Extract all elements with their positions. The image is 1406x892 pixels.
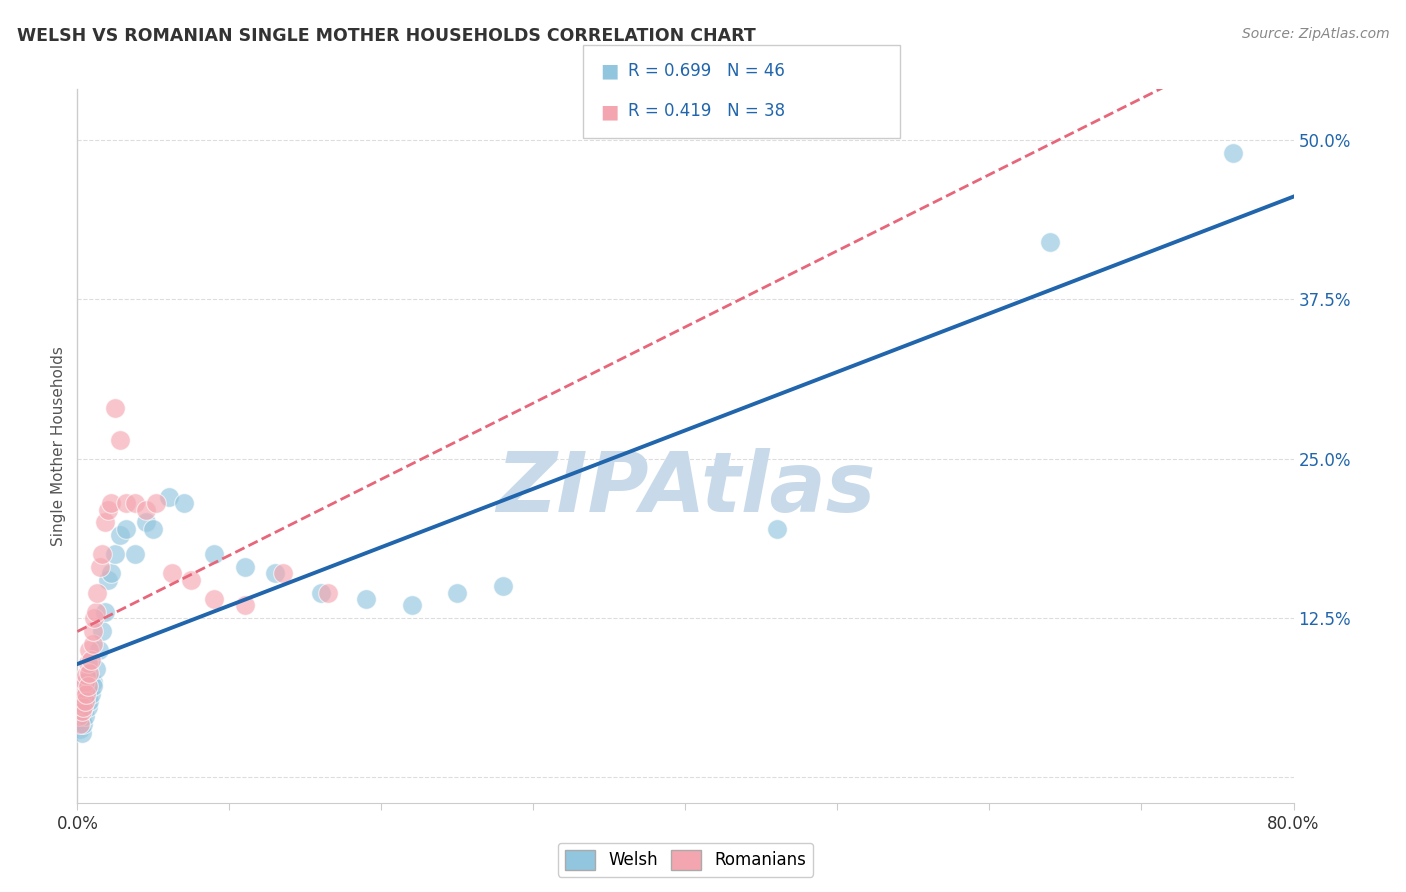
Point <box>73 709 96 723</box>
Point <box>84 605 107 619</box>
Point <box>72 681 94 695</box>
Text: Source: ZipAtlas.com: Source: ZipAtlas.com <box>1241 27 1389 41</box>
Point <box>108 528 131 542</box>
Point <box>79 694 101 708</box>
Point <box>104 401 127 415</box>
Text: R = 0.419   N = 38: R = 0.419 N = 38 <box>628 103 786 120</box>
Point <box>73 674 96 689</box>
Point <box>180 573 202 587</box>
Point <box>69 700 91 714</box>
Point <box>100 496 122 510</box>
Point <box>108 433 131 447</box>
Point <box>100 566 122 581</box>
Point <box>492 579 515 593</box>
Text: ■: ■ <box>600 102 619 121</box>
Point <box>145 496 167 510</box>
Point <box>173 496 195 510</box>
Point <box>157 490 180 504</box>
Point <box>97 573 120 587</box>
Point <box>73 694 96 708</box>
Point <box>316 585 339 599</box>
Point <box>271 566 294 581</box>
Y-axis label: Single Mother Households: Single Mother Households <box>51 346 66 546</box>
Point <box>75 668 97 682</box>
Text: WELSH VS ROMANIAN SINGLE MOTHER HOUSEHOLDS CORRELATION CHART: WELSH VS ROMANIAN SINGLE MOTHER HOUSEHOL… <box>17 27 755 45</box>
Point <box>354 591 377 606</box>
Point <box>77 683 100 698</box>
Point <box>1222 145 1244 160</box>
Point <box>309 585 332 599</box>
Point <box>86 585 108 599</box>
Point <box>70 709 93 723</box>
Legend: Welsh, Romanians: Welsh, Romanians <box>558 843 813 877</box>
Point <box>67 713 90 727</box>
Point <box>135 516 157 530</box>
Point <box>72 704 94 718</box>
Point <box>104 547 127 561</box>
Point <box>90 624 112 638</box>
Point <box>70 694 93 708</box>
Point <box>73 697 96 711</box>
Point <box>90 547 112 561</box>
Point <box>202 547 225 561</box>
Point <box>67 709 90 723</box>
Point <box>202 591 225 606</box>
Point <box>89 560 111 574</box>
Point <box>75 691 97 706</box>
Point <box>1039 235 1062 249</box>
Point <box>80 688 103 702</box>
Point <box>73 681 96 695</box>
Point <box>124 547 146 561</box>
Point <box>82 624 104 638</box>
Point <box>70 688 93 702</box>
Point <box>446 585 468 599</box>
Text: R = 0.699   N = 46: R = 0.699 N = 46 <box>628 62 786 80</box>
Point <box>72 688 94 702</box>
Text: ZIPAtlas: ZIPAtlas <box>496 449 875 529</box>
Point <box>79 643 101 657</box>
Point <box>142 522 165 536</box>
Point <box>84 662 107 676</box>
Point <box>75 688 97 702</box>
Point <box>93 516 115 530</box>
Point <box>79 665 101 680</box>
Point <box>83 611 105 625</box>
Point <box>765 522 787 536</box>
Point <box>72 716 94 731</box>
Point <box>93 605 115 619</box>
Point <box>80 653 103 667</box>
Point <box>135 502 157 516</box>
Point <box>77 700 100 714</box>
Point <box>115 522 138 536</box>
Point <box>82 636 104 650</box>
Point <box>70 704 93 718</box>
Point <box>72 700 94 714</box>
Point <box>82 674 104 689</box>
Point <box>264 566 287 581</box>
Point <box>82 679 104 693</box>
Point <box>69 716 91 731</box>
Point <box>75 674 97 689</box>
Point <box>124 496 146 510</box>
Point <box>115 496 138 510</box>
Point <box>401 599 423 613</box>
Point <box>87 643 110 657</box>
Text: ■: ■ <box>600 62 619 81</box>
Point <box>77 679 100 693</box>
Point <box>79 671 101 685</box>
Point <box>69 697 91 711</box>
Point <box>69 722 91 736</box>
Point <box>77 656 100 670</box>
Point <box>160 566 183 581</box>
Point <box>97 502 120 516</box>
Point <box>233 599 256 613</box>
Point <box>233 560 256 574</box>
Point <box>70 725 93 739</box>
